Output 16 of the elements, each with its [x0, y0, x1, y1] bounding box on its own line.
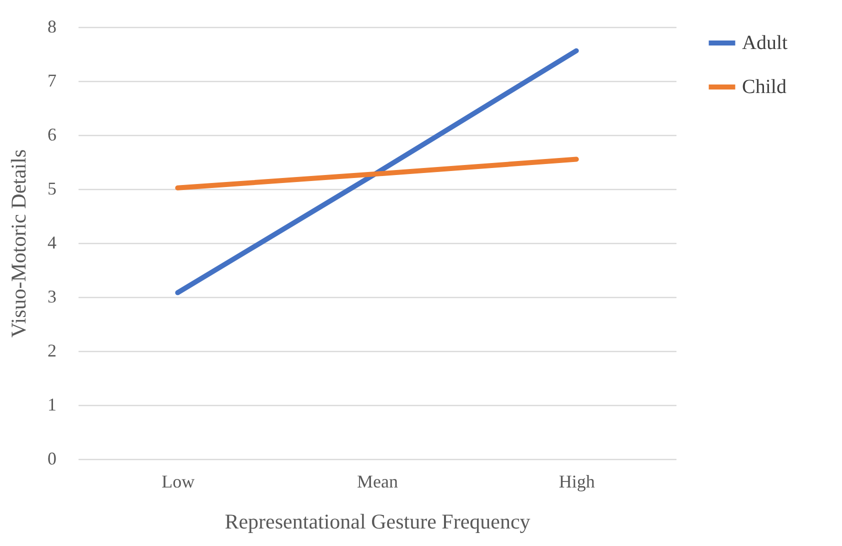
y-axis-title: Visuo-Motoric Details: [6, 149, 30, 338]
x-tick-label: Low: [162, 472, 195, 492]
y-tick-label: 4: [48, 232, 56, 252]
x-tick-label: High: [558, 472, 595, 492]
y-tick-label: 2: [48, 340, 56, 360]
y-tick-label: 3: [48, 286, 56, 306]
y-tick-label: 5: [48, 178, 56, 198]
y-tick-label: 6: [48, 124, 56, 144]
x-axis-title: Representational Gesture Frequency: [224, 510, 531, 534]
y-tick-label: 7: [48, 70, 56, 90]
y-tick-label: 0: [48, 448, 56, 468]
y-tick-label: 8: [48, 16, 56, 36]
x-tick-label: Mean: [357, 472, 398, 492]
legend-label: Adult: [742, 32, 788, 54]
y-tick-label: 1: [48, 394, 56, 414]
legend-label: Child: [742, 76, 786, 98]
